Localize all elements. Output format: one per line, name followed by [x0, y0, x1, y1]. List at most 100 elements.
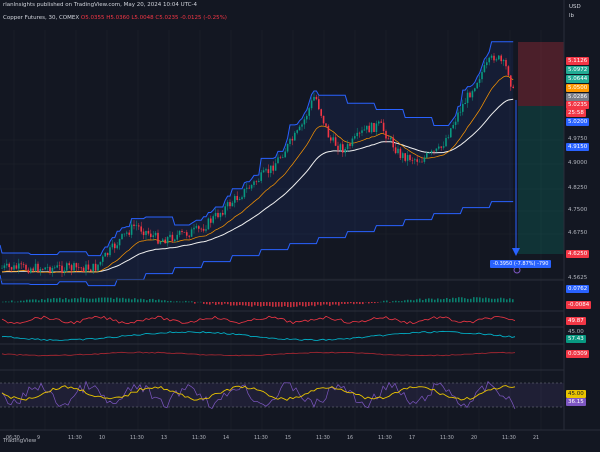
candle-body: [22, 264, 25, 265]
candle-body: [298, 126, 301, 131]
macd-bar: [329, 302, 331, 306]
macd-bar: [476, 297, 478, 303]
macd-bar: [50, 298, 52, 303]
macd-bar: [170, 300, 172, 303]
candle-body: [13, 265, 15, 270]
candle-body: [102, 256, 104, 262]
macd-bar: [317, 302, 319, 305]
candle-body: [248, 187, 250, 189]
macd-bar: [137, 299, 139, 303]
macd-bar: [53, 297, 55, 303]
donchian-lower-line: [0, 201, 514, 287]
candle-body: [92, 263, 94, 272]
candle-body: [260, 172, 262, 181]
short-position-target-zone[interactable]: [518, 106, 564, 254]
macd-bar: [356, 302, 358, 304]
macd-bar: [152, 298, 154, 303]
candle-body: [486, 62, 488, 66]
candle-body: [130, 224, 133, 235]
macd-bar: [386, 300, 388, 303]
candle-body: [397, 148, 399, 154]
macd-bar: [32, 299, 34, 303]
candle-body: [411, 160, 414, 161]
indicator-tag: 0.0762: [566, 285, 590, 293]
candle-body: [370, 122, 373, 133]
macd-bar: [437, 298, 439, 303]
candle-body: [255, 181, 258, 183]
macd-bar: [260, 302, 262, 307]
candle-body: [375, 123, 378, 132]
macd-bar: [95, 298, 97, 303]
candle-body: [318, 99, 320, 110]
macd-bar: [26, 299, 28, 303]
candle-body: [495, 59, 498, 61]
candle-body: [152, 235, 154, 237]
candle-body: [274, 163, 277, 171]
candle-body: [15, 265, 18, 269]
macd-bar: [23, 300, 25, 303]
macd-bar: [35, 299, 37, 303]
candle-body: [289, 138, 291, 144]
candle-body: [114, 243, 116, 249]
candle-body: [346, 144, 349, 149]
donchian-upper-line: [0, 41, 514, 257]
macd-bar: [479, 297, 481, 303]
macd-bar: [224, 302, 226, 304]
macd-bar: [164, 300, 166, 303]
candle-body: [363, 129, 366, 131]
macd-bar: [47, 298, 49, 303]
candle-body: [128, 232, 130, 235]
macd-bar: [362, 302, 364, 305]
candle-body: [342, 144, 344, 153]
macd-bar: [44, 299, 46, 303]
macd-bar: [8, 301, 10, 303]
macd-bar: [446, 297, 448, 303]
macd-bar: [455, 298, 457, 303]
candle-body: [445, 138, 447, 147]
macd-bar: [323, 302, 325, 305]
candle-body: [80, 267, 82, 269]
candle-body: [270, 165, 272, 174]
macd-bar: [77, 298, 79, 303]
macd-bar: [308, 302, 310, 306]
price-tag: 5.0500: [566, 84, 590, 92]
macd-bar: [443, 298, 445, 303]
macd-bar: [191, 301, 193, 303]
candle-body: [337, 145, 339, 150]
macd-bar: [233, 302, 235, 306]
macd-bar: [158, 299, 160, 303]
candle-body: [178, 230, 181, 235]
currency-unit[interactable]: USD lb: [569, 3, 581, 21]
candle-body: [123, 233, 126, 235]
candle-body: [54, 267, 56, 269]
macd-bar: [497, 298, 499, 303]
macd-bar: [92, 298, 94, 303]
symbol-legend[interactable]: Copper Futures, 30, COMEX O5.0355 H5.036…: [3, 15, 227, 21]
short-position-stop-zone[interactable]: [518, 42, 564, 106]
macd-bar: [284, 302, 286, 307]
candle-body: [20, 263, 22, 265]
symbol-name[interactable]: Copper Futures, 30, COMEX: [3, 15, 80, 21]
candle-body: [222, 213, 224, 215]
candle-body: [90, 269, 92, 272]
macd-bar: [80, 297, 82, 303]
macd-bar: [29, 299, 31, 303]
candle-body: [450, 128, 452, 138]
candle-body: [478, 79, 481, 83]
candle-body: [159, 241, 162, 244]
candle-body: [87, 264, 90, 270]
macd-bar: [107, 297, 109, 303]
candle-body: [380, 121, 382, 123]
candle-body: [166, 236, 169, 244]
time-tick-label: 11:30: [502, 436, 516, 441]
candle-body: [279, 157, 282, 159]
macd-bar: [332, 302, 334, 305]
macd-bar: [290, 302, 292, 308]
macd-bar: [425, 298, 427, 303]
candle-body: [236, 195, 238, 200]
indicator-tag: 45.00: [566, 390, 586, 398]
candle-body: [416, 159, 418, 162]
candle-body: [469, 92, 471, 98]
candle-body: [238, 198, 241, 200]
